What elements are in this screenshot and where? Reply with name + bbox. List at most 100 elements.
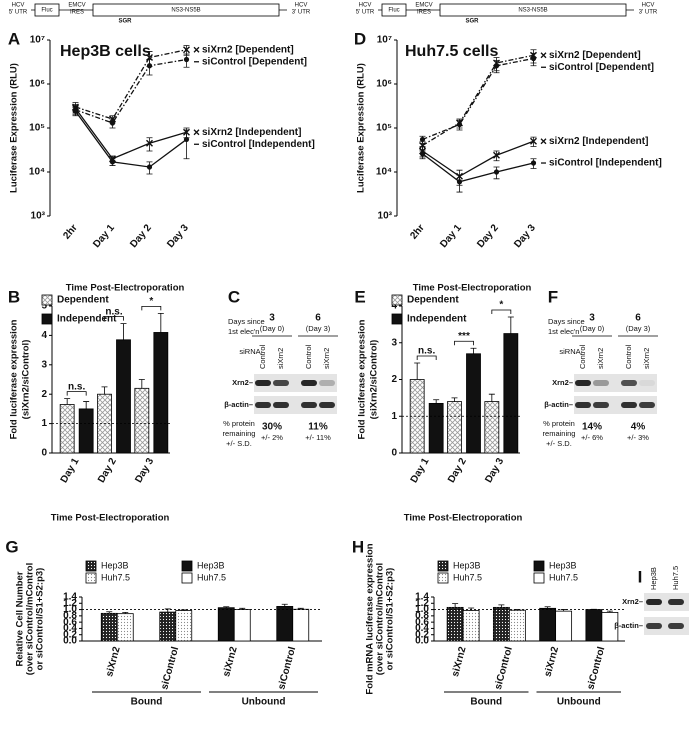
bar [503,333,519,454]
x-tick-label: siControl [159,645,181,690]
error-bar [544,606,551,609]
blot-band [639,402,655,408]
lane-label: siXrn2 [276,348,285,369]
y-tick-label: 3 [391,337,397,348]
bar [555,610,573,642]
error-bar [498,604,505,608]
y-axis-label: or siControl/S1+S2:p3) [35,568,46,671]
series-line [422,57,534,141]
y-tick-label: 10⁴ [376,167,392,178]
remaining-label: remaining [223,429,256,438]
y-tick-label: 3 [41,359,47,370]
legend-swatch [437,560,449,572]
blot-band [255,402,271,408]
y-tick-label: 0 [391,448,397,459]
panel-letter: A [8,29,20,48]
x-tick-label: Day 3 [165,222,191,250]
timepoint-day: 3 [269,313,275,324]
x-tick-label: siXrn2 [104,645,123,678]
bar [159,611,177,642]
significance-bracket [454,340,474,346]
legend-label: Huh7.5 [453,572,482,582]
lane-label: Huh7.5 [671,566,680,590]
timepoint-day: 6 [315,313,321,324]
blot-band [319,402,335,408]
marker [146,63,153,69]
row-label: siRNA [559,347,580,356]
construct-name: SGR [118,19,132,25]
construct-box [439,3,627,17]
y-axis-label: Fold luciferase expression [357,319,368,439]
x-tick-label: siXrn2 [543,645,562,678]
x-tick-label: siXrn2 [221,645,240,678]
remaining-value: 14% [582,422,602,433]
legend-swatch [85,572,97,584]
lane-label: siXrn2 [322,348,331,369]
blot-strip [644,593,689,611]
series-line [75,49,187,120]
marker [456,179,463,185]
bar [116,613,134,642]
band-label: β-actin– [614,621,643,630]
band-label: Xrn2– [552,378,573,387]
series-label: siControl [Independent] [549,158,662,169]
error-bar [83,401,90,409]
construct-label: HCV [359,3,372,9]
construct-label: 5' UTR [9,10,28,16]
bar [428,402,444,454]
construct-label: NS3-NS5B [171,8,200,14]
blot-header: 1st elec'n [228,327,259,336]
label-marker [540,52,547,59]
blot-band [593,380,609,386]
construct-label: HCV [642,3,655,9]
bar [292,608,310,642]
x-tick-label: Day 1 [59,456,82,485]
significance-label: n.s. [105,306,122,317]
error-bar [452,603,459,608]
legend-label: Huh7.5 [197,572,226,582]
significance-label: * [149,296,153,307]
lane-label: siXrn2 [642,348,651,369]
bar [59,404,75,454]
blot-strip [644,617,689,635]
y-axis-label: (siXrn2/siControl) [369,340,380,420]
y-axis-label: (over siControl/mControl [25,563,36,675]
significance-label: *** [458,331,470,342]
label-marker [193,46,200,53]
x-tick-label: Day 2 [128,222,154,250]
series-line [422,140,534,178]
construct-label: EMCV [415,3,432,9]
panel-letter: E [354,287,365,306]
legend-label: Dependent [407,295,459,306]
lane-label: siXrn2 [596,348,605,369]
marker [109,120,116,126]
x-tick-label: Day 3 [133,456,156,485]
blot-band [273,380,289,386]
lane-label: Control [624,344,633,369]
y-tick-label: 1.2 [415,598,429,609]
marker [183,46,190,54]
y-tick-label: 0.2 [415,629,429,640]
marker [530,137,537,145]
panel-letter: C [228,287,240,306]
blot-band [273,402,289,408]
x-tick-label: siControl [493,645,515,690]
series-label: siXrn2 [Independent] [549,136,648,147]
blot-strip [254,396,337,414]
y-tick-label: 0 [41,448,47,459]
y-tick-label: 1.4 [415,592,429,603]
remaining-sd: +/- 3% [627,433,649,442]
series-label: siControl [Dependent] [202,56,307,67]
lane-label: Control [578,344,587,369]
remaining-sd: +/- 6% [581,433,603,442]
error-bar [106,611,113,614]
bar [484,401,500,454]
y-tick-label: 1.4 [63,592,77,603]
y-tick-label: 10³ [378,211,393,222]
bar [153,332,169,454]
x-axis-label: Time Post-Electroporation [51,513,170,524]
legend-swatch [41,313,53,325]
significance-bracket [66,391,87,396]
panel-letter: B [8,287,20,306]
